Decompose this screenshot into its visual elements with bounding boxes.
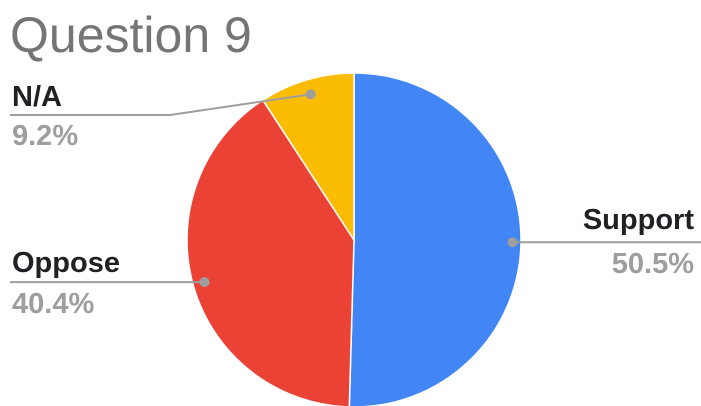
percentage-label: 50.5% (612, 248, 694, 280)
slice-labels: Support 50.5% Oppose 40.4% N/A 9.2% (10, 81, 701, 320)
chart-title: Question 9 (10, 7, 252, 63)
pie-slices (186, 72, 522, 406)
percentage-label: 40.4% (12, 288, 94, 320)
percentage-label: 9.2% (12, 120, 78, 152)
leader-dot (199, 277, 210, 288)
leader-line (10, 93, 311, 116)
leader-dot (507, 237, 518, 248)
category-label: N/A (12, 81, 62, 113)
category-label: Oppose (12, 247, 120, 279)
pie-slice-support (348, 72, 522, 406)
pie-slice-n-a (261, 72, 355, 243)
leader-dot (305, 89, 316, 100)
category-label: Support (583, 204, 694, 236)
